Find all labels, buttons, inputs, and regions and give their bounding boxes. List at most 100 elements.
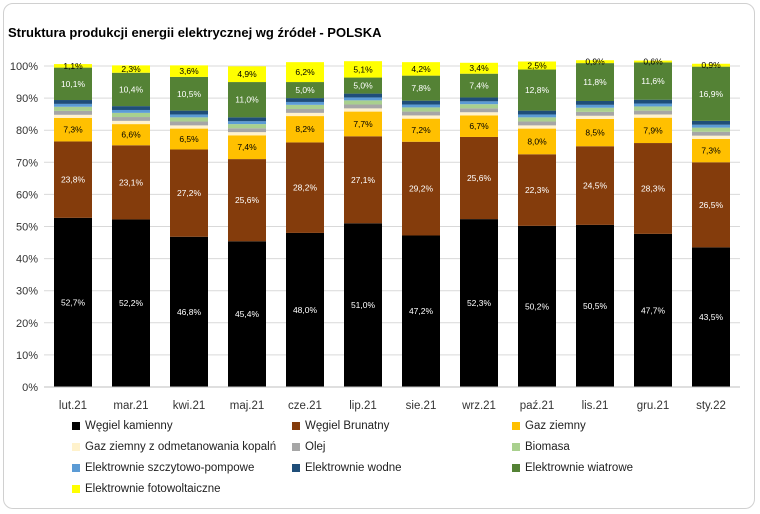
data-label: 0,6%: [643, 57, 663, 67]
data-label: 6,6%: [121, 130, 141, 140]
bar-segment: [402, 62, 440, 76]
data-label: 6,5%: [179, 134, 199, 144]
data-label: 10,4%: [119, 84, 144, 94]
data-label: 23,8%: [61, 175, 86, 185]
bar-segment: [460, 115, 498, 137]
data-label: 4,2%: [411, 64, 431, 74]
bar-segment: [54, 67, 92, 101]
y-tick-label: 70%: [16, 157, 38, 169]
bar-segment: [54, 64, 92, 68]
bar-segment: [286, 142, 324, 233]
data-label: 47,2%: [409, 306, 434, 316]
data-label: 43,5%: [699, 312, 724, 322]
y-tick-label: 80%: [16, 125, 38, 137]
x-tick-label: wrz.21: [461, 400, 496, 412]
data-label: 7,3%: [701, 146, 721, 156]
data-label: 4,9%: [237, 69, 257, 79]
bar-segment: [460, 136, 498, 220]
bar-segment: [344, 111, 382, 137]
bar-segment: [170, 65, 208, 77]
bar-segment: [228, 135, 266, 160]
data-label: 27,1%: [351, 175, 376, 185]
bar-segment: [54, 141, 92, 218]
bar-segment: [518, 121, 556, 126]
data-label: 3,6%: [179, 66, 199, 76]
bar-segment: [634, 117, 672, 144]
bar-segment: [692, 131, 730, 136]
data-label: 11,6%: [641, 76, 665, 86]
bar-segment: [460, 97, 498, 102]
data-label: 7,9%: [643, 125, 663, 135]
bar-segment: [344, 108, 382, 112]
data-label: 1,1%: [63, 61, 83, 71]
data-label: 7,4%: [469, 81, 489, 91]
bar-segment: [286, 109, 324, 113]
bar-segment: [460, 112, 498, 116]
bar-segment: [170, 125, 208, 129]
bar-segment: [518, 225, 556, 387]
bars: 52,7% 23,8% 7,3% 10,1% 1,1% 52,2% 23,1% 6,6% 10,…: [54, 57, 730, 387]
bar-segment: [170, 149, 208, 237]
bar-segment: [228, 82, 266, 118]
data-label: 45,4%: [235, 309, 260, 319]
bar-segment: [170, 76, 208, 111]
data-label: 8,0%: [527, 136, 547, 146]
data-label: 23,1%: [119, 177, 144, 187]
bar-segment: [344, 104, 382, 109]
data-label: 0,9%: [585, 57, 605, 67]
bar-segment: [576, 63, 614, 101]
bar-segment: [170, 128, 208, 150]
bar-segment: [286, 62, 324, 83]
data-label: 11,0%: [235, 95, 259, 105]
bar-segment: [344, 61, 382, 78]
bar-segment: [692, 124, 730, 128]
data-label: 50,5%: [583, 301, 608, 311]
y-tick-label: 10%: [16, 350, 38, 362]
bar-segment: [576, 224, 614, 387]
bar-segment: [634, 60, 672, 63]
data-label: 48,0%: [293, 305, 318, 315]
bar-segment: [228, 66, 266, 83]
bar-segment: [54, 110, 92, 115]
data-label: 7,2%: [411, 125, 431, 135]
bar-segment: [228, 159, 266, 242]
bar-segment: [692, 135, 730, 139]
bar-segment: [286, 98, 324, 102]
bar-segment: [170, 117, 208, 122]
bar-segment: [518, 69, 556, 111]
bar-segment: [54, 114, 92, 119]
bar-segment: [634, 114, 672, 118]
bar-segment: [576, 146, 614, 225]
y-axis: 0% 10% 20% 30% 40% 50% 60% 70% 80% 90% 100%: [10, 61, 38, 394]
bar-segment: [228, 128, 266, 133]
bar-segment: [576, 118, 614, 147]
bar-segment: [460, 108, 498, 113]
bar-segment: [54, 217, 92, 387]
bar-segment: [112, 65, 150, 73]
bar-segment: [518, 117, 556, 122]
x-axis: lut.21 mar.21 kwi.21 maj.21 cze.21 lip.21 sie.…: [44, 386, 740, 412]
bar-segment: [344, 100, 382, 105]
bar-segment: [634, 106, 672, 111]
data-label: 12,8%: [525, 85, 550, 95]
data-label: 2,3%: [121, 64, 141, 74]
data-label: 22,3%: [525, 185, 550, 195]
bar-segment: [634, 110, 672, 115]
x-tick-label: mar.21: [113, 400, 148, 412]
y-tick-label: 60%: [16, 189, 38, 201]
bar-segment: [286, 232, 324, 387]
bar-segment: [692, 120, 730, 125]
data-label: 26,5%: [699, 200, 724, 210]
bar-segment: [286, 101, 324, 105]
y-tick-label: 90%: [16, 93, 38, 105]
data-label: 51,0%: [351, 300, 376, 310]
bar-segment: [228, 117, 266, 122]
data-label: 27,2%: [177, 188, 202, 198]
bar-segment: [518, 61, 556, 70]
y-tick-label: 30%: [16, 286, 38, 298]
data-label: 46,8%: [177, 307, 202, 317]
bar-segment: [170, 114, 208, 118]
data-label: 28,2%: [293, 183, 318, 193]
bar-segment: [460, 73, 498, 98]
